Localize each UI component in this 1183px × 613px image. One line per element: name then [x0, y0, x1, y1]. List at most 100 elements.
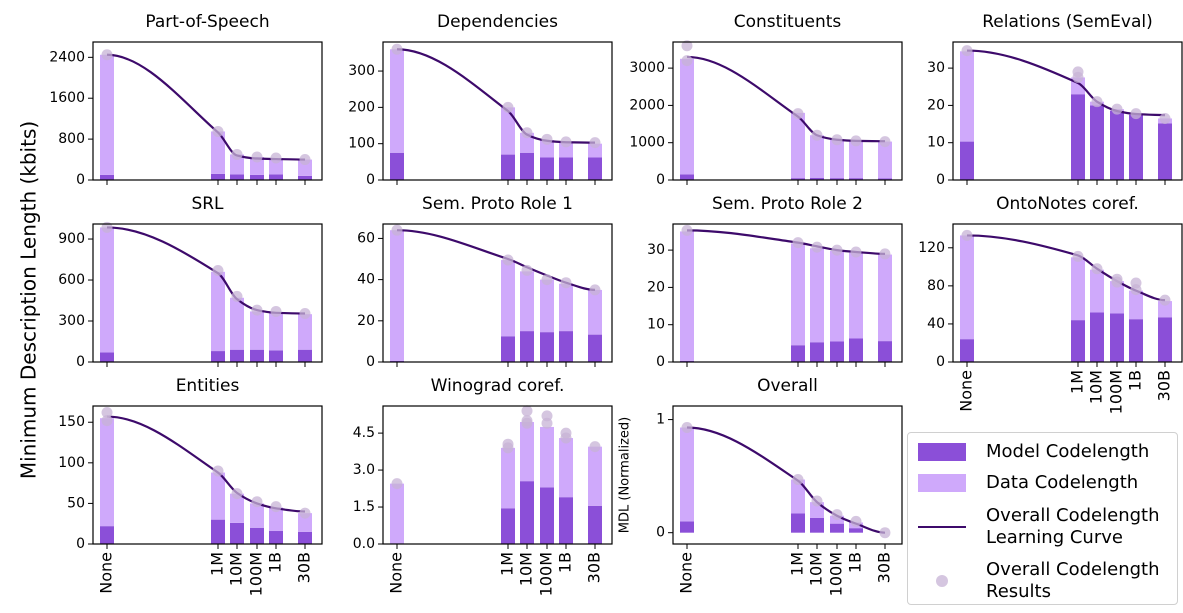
result-dot [1072, 250, 1084, 262]
data-bar [680, 58, 694, 175]
model-bar [100, 526, 114, 544]
model-bar [501, 508, 515, 544]
data-bar [1158, 301, 1172, 318]
model-bar [501, 336, 515, 362]
x-tick-label: 30B [1155, 370, 1174, 401]
panel: Sem. Proto Role 1 0 20 40 60 [357, 194, 613, 370]
result-dot [521, 127, 533, 139]
axes-frame [382, 223, 613, 363]
y-tick-label: 1 [656, 412, 665, 428]
result-dot [681, 55, 693, 67]
model-bar [810, 342, 824, 362]
model-bar [878, 178, 892, 180]
y-tick-label: 3000 [629, 60, 665, 76]
panel-title: Overall [757, 376, 818, 396]
model-bar [250, 527, 264, 544]
x-tick-label: 30B [585, 552, 604, 583]
y-tick-label: 0 [656, 525, 665, 541]
legend-label: Overall Codelength Learning Curve [986, 505, 1160, 548]
result-dot [1091, 263, 1103, 275]
result-dot [792, 237, 804, 249]
axes-frame [382, 41, 613, 181]
model-bar [540, 332, 554, 362]
data-bar [211, 472, 225, 520]
model-bar [830, 523, 844, 533]
model-bar [559, 331, 573, 362]
result-dot [1111, 276, 1123, 288]
data-bar [390, 49, 404, 153]
model-bar [960, 141, 974, 180]
result-dot [391, 224, 403, 236]
result-dot [1111, 103, 1123, 115]
result-dot [231, 290, 243, 302]
y-tick-label: 900 [58, 231, 85, 247]
x-tick-label: 1B [266, 552, 285, 573]
data-bar [960, 51, 974, 142]
legend-swatch [918, 572, 966, 590]
model-bar [250, 174, 264, 180]
result-dot [589, 284, 601, 296]
model-bar [849, 178, 863, 180]
result-dot [231, 488, 243, 500]
data-bar [559, 438, 573, 498]
result-dot [521, 264, 533, 276]
y-tick-label: 0 [936, 354, 945, 370]
model-bar [849, 528, 863, 533]
y-tick-label: 2000 [629, 97, 665, 113]
x-tick-label: 1M [208, 552, 227, 576]
y-tick-label: 0 [366, 172, 375, 188]
data-bar [298, 513, 312, 532]
result-dot [879, 136, 891, 148]
data-bar [230, 297, 244, 350]
model-bar [211, 519, 225, 544]
result-dot [961, 229, 973, 241]
learning-curve [106, 415, 306, 513]
panel: OntoNotes coref. 0 40 80 120 None 1M 10M 100M 1B 3… [918, 194, 1183, 414]
model-bar [588, 157, 602, 180]
y-tick-label: 0 [936, 172, 945, 188]
legend-item: Data Codelength [918, 472, 1138, 494]
panel-title: Relations (SemEval) [982, 12, 1153, 32]
axes-frame [92, 405, 323, 545]
y-tick-label: 4.5 [353, 425, 375, 441]
result-dot [1159, 294, 1171, 306]
data-bar [791, 479, 805, 514]
y-tick-label: 120 [918, 240, 945, 256]
result-dot [270, 152, 282, 164]
result-dot [541, 274, 553, 286]
panel-title: Constituents [734, 12, 842, 32]
x-tick-label: 10M [517, 552, 536, 586]
data-bar [230, 493, 244, 523]
result-dot [681, 224, 693, 236]
result-dot [1130, 284, 1142, 296]
model-bar [1071, 94, 1085, 180]
model-bar [1110, 313, 1124, 362]
model-bar [810, 517, 824, 533]
model-bar [298, 531, 312, 544]
result-dot [831, 244, 843, 256]
y-tick-label: 0 [656, 354, 665, 370]
data-bar [810, 135, 824, 178]
model-bar [810, 177, 824, 180]
x-tick-label: 100M [537, 552, 556, 596]
y-tick-label: 10 [647, 317, 665, 333]
x-tick-label: None [387, 552, 406, 594]
model-bar [680, 521, 694, 533]
legend-label: Data Codelength [986, 472, 1139, 493]
y-tick-label: 40 [927, 316, 945, 332]
model-bar [1090, 312, 1104, 362]
data-bar [878, 141, 892, 179]
data-bar [960, 235, 974, 340]
model-bar [791, 345, 805, 362]
data-bar [830, 138, 844, 179]
y-tick-label: 30 [647, 242, 665, 258]
model-bar [540, 487, 554, 544]
data-bar [540, 279, 554, 333]
y-tick-label: 600 [58, 272, 85, 288]
data-bar [501, 260, 515, 337]
result-dot [270, 501, 282, 513]
panel: Constituents 0 1000 2000 3000 [629, 12, 903, 188]
data-bar [390, 483, 404, 544]
axes-frame [672, 41, 903, 181]
